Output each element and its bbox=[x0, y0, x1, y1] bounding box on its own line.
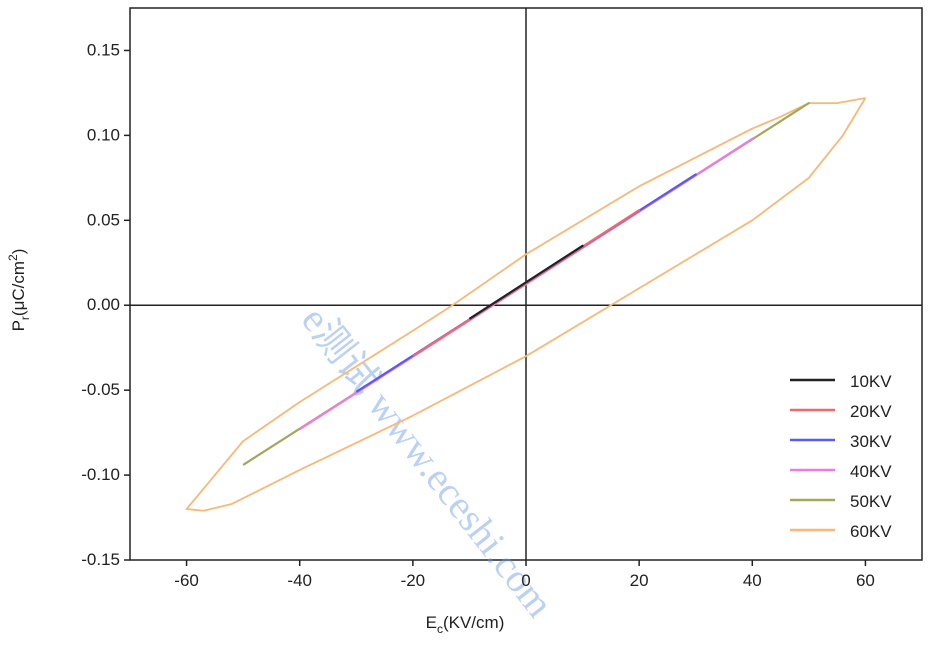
series-line bbox=[468, 244, 584, 320]
legend-label: 30KV bbox=[850, 432, 892, 451]
y-tick-label: 0.15 bbox=[87, 40, 120, 59]
x-tick-label: -60 bbox=[174, 571, 199, 590]
x-tick-label: 60 bbox=[856, 571, 875, 590]
x-tick-label: -20 bbox=[401, 571, 426, 590]
x-tick-label: 0 bbox=[521, 571, 530, 590]
y-tick-label: 0.10 bbox=[87, 125, 120, 144]
y-tick-label: -0.05 bbox=[81, 380, 120, 399]
legend-label: 60KV bbox=[850, 522, 892, 541]
y-tick-label: -0.15 bbox=[81, 550, 120, 569]
series-line bbox=[185, 97, 867, 512]
y-tick-label: 0.00 bbox=[87, 295, 120, 314]
legend-label: 10KV bbox=[850, 372, 892, 391]
x-tick-label: 40 bbox=[743, 571, 762, 590]
legend-label: 20KV bbox=[850, 402, 892, 421]
legend-label: 40KV bbox=[850, 462, 892, 481]
y-axis-label: Pr(μC/cm2) bbox=[6, 249, 32, 332]
x-axis-label: Ec(KV/cm) bbox=[426, 613, 505, 636]
x-tick-label: -40 bbox=[287, 571, 312, 590]
x-tick-label: 20 bbox=[630, 571, 649, 590]
legend-label: 50KV bbox=[850, 492, 892, 511]
y-tick-label: 0.05 bbox=[87, 210, 120, 229]
y-tick-label: -0.10 bbox=[81, 465, 120, 484]
